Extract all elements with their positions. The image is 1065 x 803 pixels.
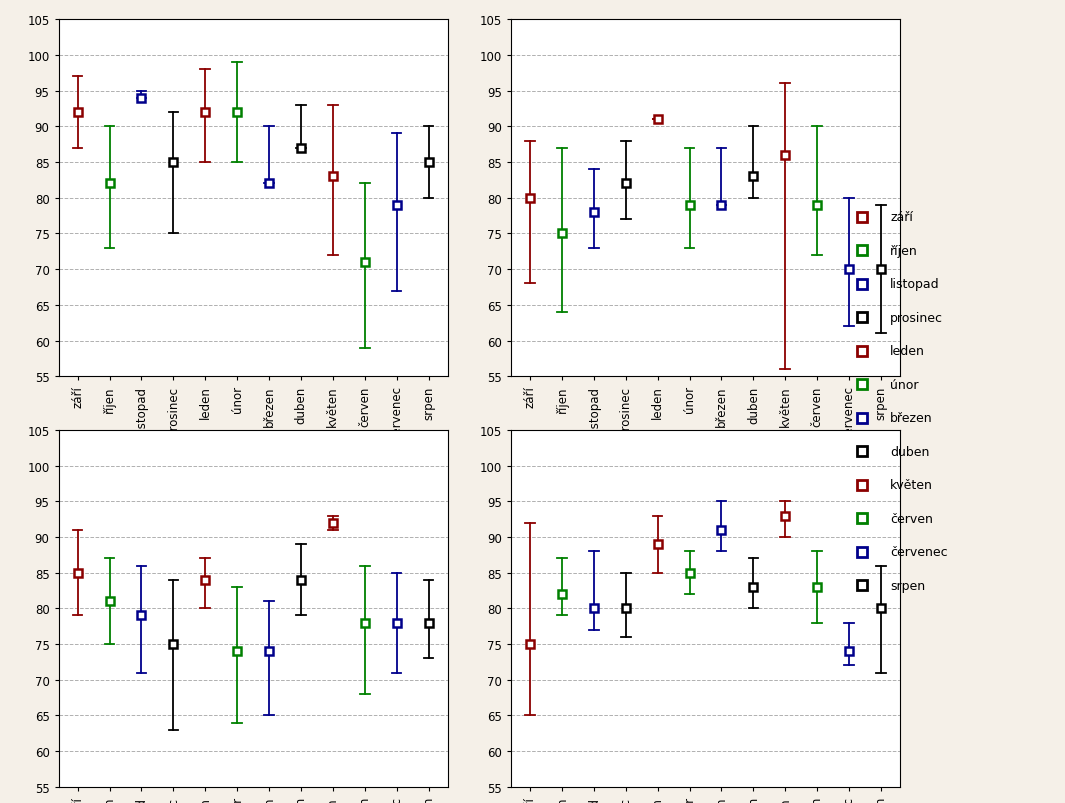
Text: červen: červen <box>890 512 933 525</box>
Text: leden: leden <box>890 344 925 358</box>
Text: březen: březen <box>890 412 933 425</box>
Text: listopad: listopad <box>890 278 940 291</box>
Text: únor: únor <box>890 378 919 391</box>
Text: Rok: 2008: Rok: 2008 <box>215 512 292 528</box>
Text: říjen: říjen <box>890 244 918 258</box>
Text: květen: květen <box>890 479 933 491</box>
Text: červenec: červenec <box>890 545 948 559</box>
Text: srpen: srpen <box>890 579 925 592</box>
Text: Rok: 2009: Rok: 2009 <box>667 512 744 528</box>
Text: prosinec: prosinec <box>890 312 944 324</box>
Text: duben: duben <box>890 445 930 459</box>
Text: září: září <box>890 211 913 224</box>
